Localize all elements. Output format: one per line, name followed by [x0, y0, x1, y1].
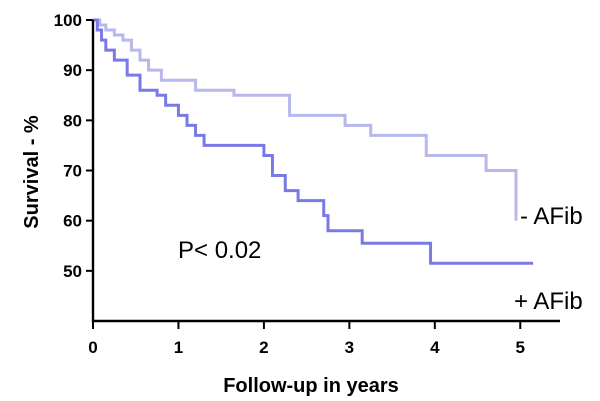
y-tick-label: 70 [63, 162, 82, 181]
y-tick-label: 100 [54, 11, 82, 30]
series-line-afib [93, 18, 534, 265]
y-tick-label: 80 [63, 111, 82, 130]
p-value-annotation: P< 0.02 [178, 237, 261, 264]
series-lines [93, 18, 534, 265]
y-axis-ticks: 50 60 70 80 90 100 [54, 11, 93, 281]
x-tick-label: 4 [430, 338, 440, 357]
y-tick-label: 90 [63, 61, 82, 80]
x-tick-label: 2 [259, 338, 268, 357]
x-tick-label: 3 [345, 338, 354, 357]
series-label-afib: + AFib [514, 288, 583, 315]
y-axis-title: Survival - % [21, 115, 43, 229]
series-line-no-afib [93, 18, 518, 221]
x-axis-title: Follow-up in years [223, 375, 399, 397]
x-tick-label: 5 [516, 338, 525, 357]
series-label-no-afib: - AFib [520, 203, 583, 230]
x-axis-ticks: 0 1 2 3 4 5 [88, 321, 525, 357]
x-tick-label: 0 [88, 338, 97, 357]
y-tick-label: 50 [63, 262, 82, 281]
y-tick-label: 60 [63, 212, 82, 231]
x-tick-label: 1 [174, 338, 183, 357]
